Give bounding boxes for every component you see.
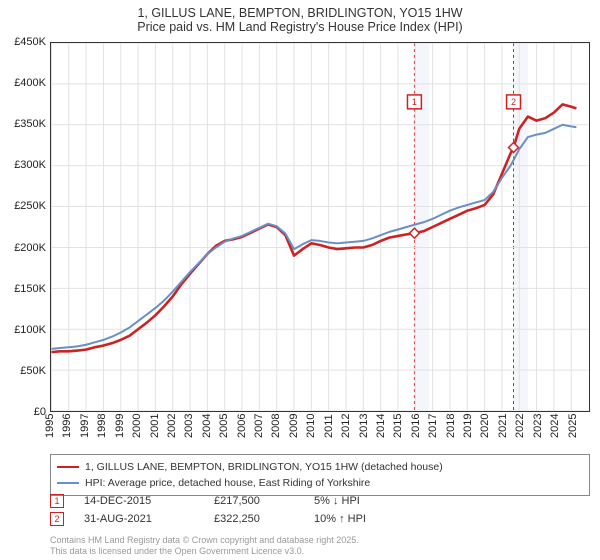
sale-marker-icon: 2: [50, 512, 64, 526]
svg-text:2: 2: [511, 97, 516, 107]
legend-label: HPI: Average price, detached house, East…: [85, 477, 370, 489]
footer-line: Contains HM Land Registry data © Crown c…: [50, 535, 590, 545]
sale-price: £322,250: [214, 513, 314, 525]
legend-swatch: [57, 482, 79, 484]
sale-date: 14-DEC-2015: [84, 495, 214, 507]
sale-hpi-delta: 5% ↓ HPI: [314, 495, 434, 507]
legend-row: HPI: Average price, detached house, East…: [57, 475, 583, 491]
sale-marker-icon: 1: [50, 494, 64, 508]
title-line-2: Price paid vs. HM Land Registry's House …: [0, 20, 600, 34]
legend-row: 1, GILLUS LANE, BEMPTON, BRIDLINGTON, YO…: [57, 459, 583, 475]
sale-row: 2 31-AUG-2021 £322,250 10% ↑ HPI: [50, 510, 590, 528]
chart-title: 1, GILLUS LANE, BEMPTON, BRIDLINGTON, YO…: [0, 0, 600, 36]
legend: 1, GILLUS LANE, BEMPTON, BRIDLINGTON, YO…: [50, 454, 590, 496]
legend-label: 1, GILLUS LANE, BEMPTON, BRIDLINGTON, YO…: [85, 461, 443, 473]
sale-date: 31-AUG-2021: [84, 513, 214, 525]
legend-swatch: [57, 466, 79, 468]
title-line-1: 1, GILLUS LANE, BEMPTON, BRIDLINGTON, YO…: [0, 6, 600, 20]
svg-text:1: 1: [412, 97, 417, 107]
sale-row: 1 14-DEC-2015 £217,500 5% ↓ HPI: [50, 492, 590, 510]
sale-price: £217,500: [214, 495, 314, 507]
chart-svg: 12: [51, 43, 589, 411]
footer-line: This data is licensed under the Open Gov…: [50, 546, 590, 556]
y-axis-ticks: £0£50K£100K£150K£200K£250K£300K£350K£400…: [0, 42, 48, 412]
x-axis-ticks: 1995199619971998199920002001200220032004…: [50, 412, 590, 452]
attribution-footer: Contains HM Land Registry data © Crown c…: [50, 535, 590, 556]
chart-plot-area: 12: [50, 42, 590, 412]
sale-summary: 1 14-DEC-2015 £217,500 5% ↓ HPI 2 31-AUG…: [50, 492, 590, 528]
sale-hpi-delta: 10% ↑ HPI: [314, 513, 434, 525]
